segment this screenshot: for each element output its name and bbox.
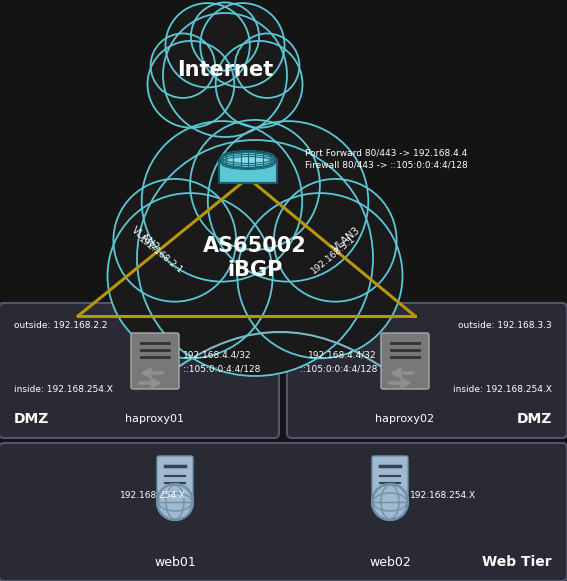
Text: 192.168.254.X: 192.168.254.X [120, 490, 186, 500]
FancyBboxPatch shape [157, 456, 193, 500]
Circle shape [200, 3, 285, 87]
Circle shape [108, 193, 273, 358]
Text: 192.168.254.X: 192.168.254.X [410, 490, 476, 500]
Text: haproxy01: haproxy01 [125, 414, 184, 424]
Text: haproxy02: haproxy02 [375, 414, 434, 424]
Text: ::105:0:0:4:4/128: ::105:0:0:4:4/128 [183, 364, 260, 374]
Circle shape [191, 2, 259, 71]
Text: iBGP: iBGP [227, 260, 283, 280]
FancyBboxPatch shape [287, 303, 567, 438]
Circle shape [142, 121, 302, 282]
FancyBboxPatch shape [0, 303, 279, 438]
Circle shape [163, 13, 287, 137]
Text: 192.168.4.4/32: 192.168.4.4/32 [183, 350, 252, 360]
FancyBboxPatch shape [219, 159, 277, 183]
Circle shape [157, 484, 193, 520]
Text: DMZ: DMZ [517, 412, 552, 426]
Text: 192.168.3.1: 192.168.3.1 [310, 234, 357, 276]
Circle shape [166, 3, 250, 87]
Text: VLAN2: VLAN2 [129, 225, 161, 253]
Circle shape [137, 140, 373, 376]
FancyBboxPatch shape [131, 333, 179, 389]
FancyBboxPatch shape [372, 456, 408, 500]
Circle shape [208, 121, 369, 282]
Text: AS65002: AS65002 [203, 236, 307, 256]
Circle shape [147, 41, 234, 128]
Circle shape [113, 179, 236, 302]
FancyBboxPatch shape [381, 333, 429, 389]
Text: Web Tier: Web Tier [483, 555, 552, 569]
Ellipse shape [220, 152, 276, 168]
Circle shape [215, 41, 303, 128]
Text: web01: web01 [154, 555, 196, 568]
Text: DMZ: DMZ [14, 412, 49, 426]
Circle shape [274, 179, 396, 302]
Circle shape [372, 484, 408, 520]
FancyBboxPatch shape [0, 443, 567, 581]
Text: Internet: Internet [177, 60, 273, 80]
FancyArrowPatch shape [179, 332, 380, 367]
Circle shape [151, 34, 215, 98]
Text: web02: web02 [369, 555, 411, 568]
Text: inside: 192.168.254.X: inside: 192.168.254.X [453, 386, 552, 394]
Text: 192.168.4.4/32: 192.168.4.4/32 [308, 350, 377, 360]
Text: 192.168.2.1: 192.168.2.1 [137, 234, 185, 275]
Text: inside: 192.168.254.X: inside: 192.168.254.X [14, 386, 113, 394]
Circle shape [235, 34, 299, 98]
Circle shape [238, 193, 403, 358]
Text: ::105:0:0:4:4/128: ::105:0:0:4:4/128 [299, 364, 377, 374]
Text: outside: 192.168.2.2: outside: 192.168.2.2 [14, 321, 108, 331]
Circle shape [190, 120, 320, 250]
Text: VLAN3: VLAN3 [331, 225, 362, 253]
Text: Firewall 80/443 -> ::105:0:0:4:4/128: Firewall 80/443 -> ::105:0:0:4:4/128 [305, 161, 468, 170]
Text: outside: 192.168.3.3: outside: 192.168.3.3 [458, 321, 552, 331]
Text: Port Forward 80/443 -> 192.168.4.4: Port Forward 80/443 -> 192.168.4.4 [305, 148, 467, 157]
